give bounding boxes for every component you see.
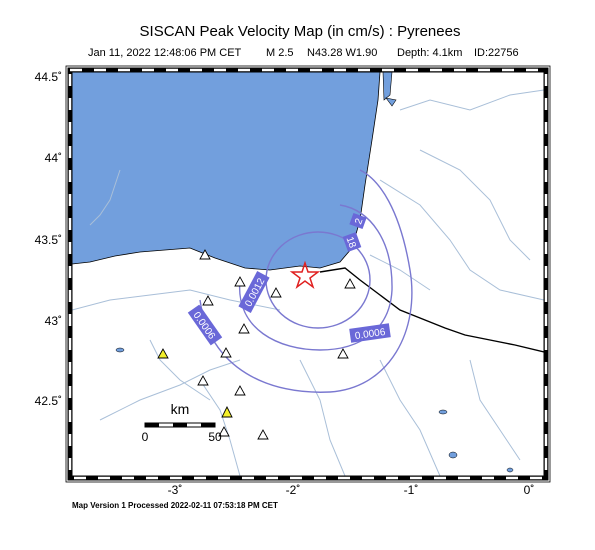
map-outer-frame xyxy=(65,65,551,483)
latitude-label: 43˚ xyxy=(45,314,62,328)
latitude-label: 43.5˚ xyxy=(35,233,62,247)
scale-bar: km 0 50 xyxy=(142,401,222,444)
ocean-inlet xyxy=(382,72,397,107)
latitude-label: 44.5˚ xyxy=(35,70,62,84)
scale-start: 0 xyxy=(142,430,149,444)
epicenter xyxy=(289,260,321,290)
latitude-label: 44˚ xyxy=(45,151,62,165)
event-depth: Depth: 4.1km xyxy=(397,47,462,59)
contour-labels: 0.0012 0.0006 0.0006 2 18 xyxy=(187,212,391,346)
longitude-label: -3˚ xyxy=(168,483,183,497)
event-id: ID:22756 xyxy=(474,47,519,59)
latitude-label: 42.5˚ xyxy=(35,394,62,408)
longitude-label: -1˚ xyxy=(404,483,419,497)
longitude-label: 0˚ xyxy=(524,483,535,497)
footer: Map Version 1 Processed 2022-02-11 07:53… xyxy=(72,501,278,510)
map-area: 0.0012 0.0006 0.0006 2 18 xyxy=(72,72,544,476)
ocean xyxy=(72,72,381,271)
rivers xyxy=(72,89,544,476)
scale-end: 50 xyxy=(208,430,222,444)
event-date: Jan 11, 2022 12:48:06 PM CET xyxy=(88,47,242,59)
map-frame-ticks xyxy=(68,68,548,480)
contour-label: 2 xyxy=(353,217,365,226)
scale-unit: km xyxy=(171,401,190,417)
border xyxy=(319,267,544,353)
contour-label: 0.0006 xyxy=(354,327,386,342)
lakes xyxy=(115,347,514,473)
map-title: SISCAN Peak Velocity Map (in cm/s) : Pyr… xyxy=(140,23,461,40)
longitude-label: -2˚ xyxy=(286,483,301,497)
event-location: N43.28 W1.90 xyxy=(307,47,377,59)
latitude-labels: 44.5˚ 44˚ 43.5˚ 43˚ 42.5˚ xyxy=(35,70,62,408)
stations xyxy=(157,249,356,440)
contour-label: 18 xyxy=(344,235,358,250)
event-magnitude: M 2.5 xyxy=(266,47,294,59)
longitude-labels: -3˚ -2˚ -1˚ 0˚ xyxy=(168,483,535,497)
